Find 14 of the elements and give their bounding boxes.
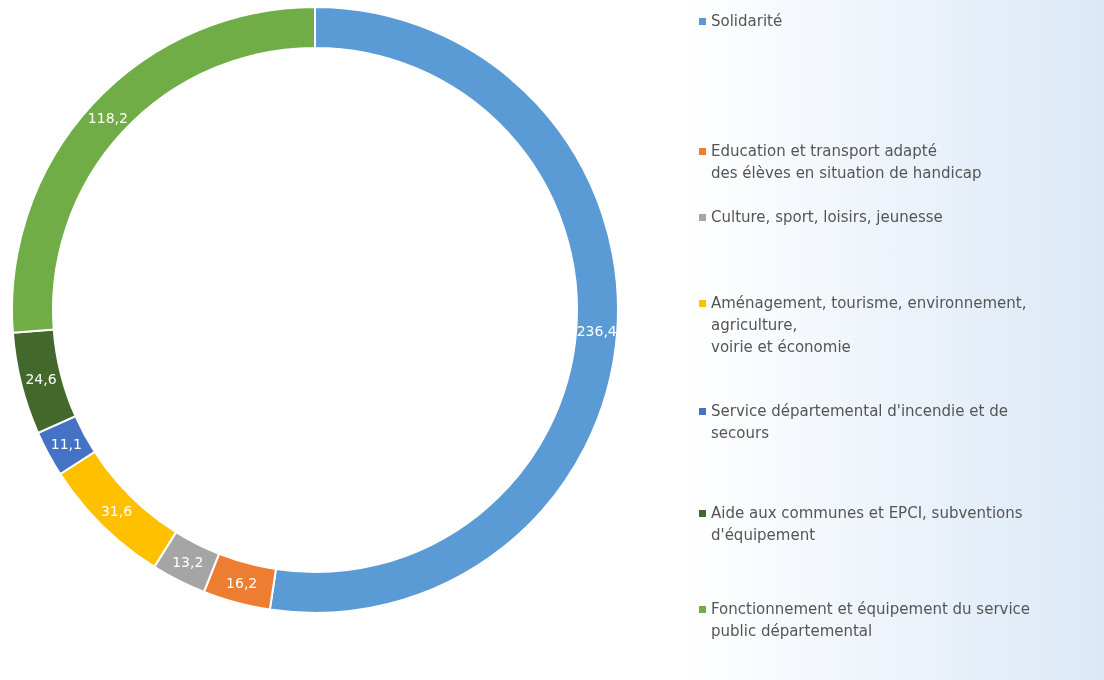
legend-label: Culture, sport, loisirs, jeunesse [711,207,943,228]
legend-label: Aide aux communes et EPCI, subventions d'équipement [711,503,1023,546]
legend-label: Education et transport adapté des élèves en situation de handicap [711,141,982,184]
data-label: 31,6 [100,503,133,520]
legend-label: Aménagement, tourisme, environnement, agriculture, voirie et économie [711,293,1027,358]
data-label: 118,2 [87,109,128,126]
data-label: 13,2 [172,554,204,571]
legend-label: Solidarité [711,11,783,32]
legend-label: Fonctionnement et équipement du service public départemental [711,599,1031,642]
data-label: 236,4 [576,323,617,340]
data-label: 24,6 [25,370,57,387]
data-label: 16,2 [226,574,258,591]
legend-label: Service départemental d'incendie et de secours [711,401,1008,444]
data-label: 11,1 [50,436,82,453]
